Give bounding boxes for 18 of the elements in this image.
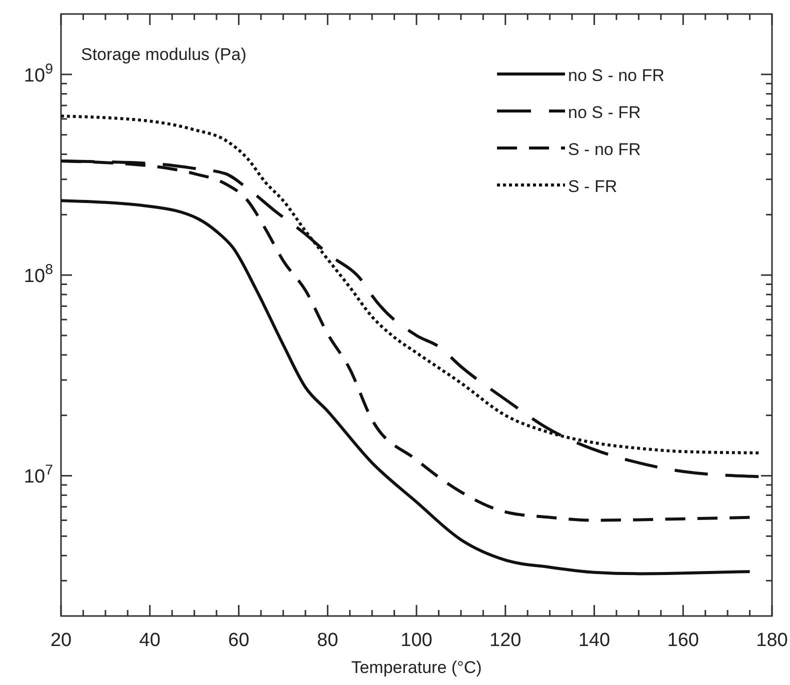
x-tick-label: 140 [578,630,610,651]
x-tick-label: 40 [139,630,160,651]
legend-label: S - FR [568,177,618,196]
legend-label: no S - no FR [568,66,664,85]
legend-label: S - no FR [568,140,641,159]
x-axis-title: Temperature (°C) [351,658,482,677]
y-axis-title: Storage modulus (Pa) [81,45,246,64]
x-tick-label: 20 [50,630,72,651]
x-tick-label: 120 [490,630,522,651]
x-tick-label: 100 [400,630,432,651]
x-tick-label: 180 [756,630,788,651]
y-tick-label: 10$^{7}$ [24,462,54,488]
x-tick-label: 160 [667,630,699,651]
legend-label: no S - FR [568,103,641,122]
y-tick-label: 10$^{9}$ [24,61,54,86]
x-tick-label: 60 [228,630,250,651]
x-tick-label: 80 [317,630,338,651]
y-tick-label: 10$^{8}$ [24,262,54,288]
